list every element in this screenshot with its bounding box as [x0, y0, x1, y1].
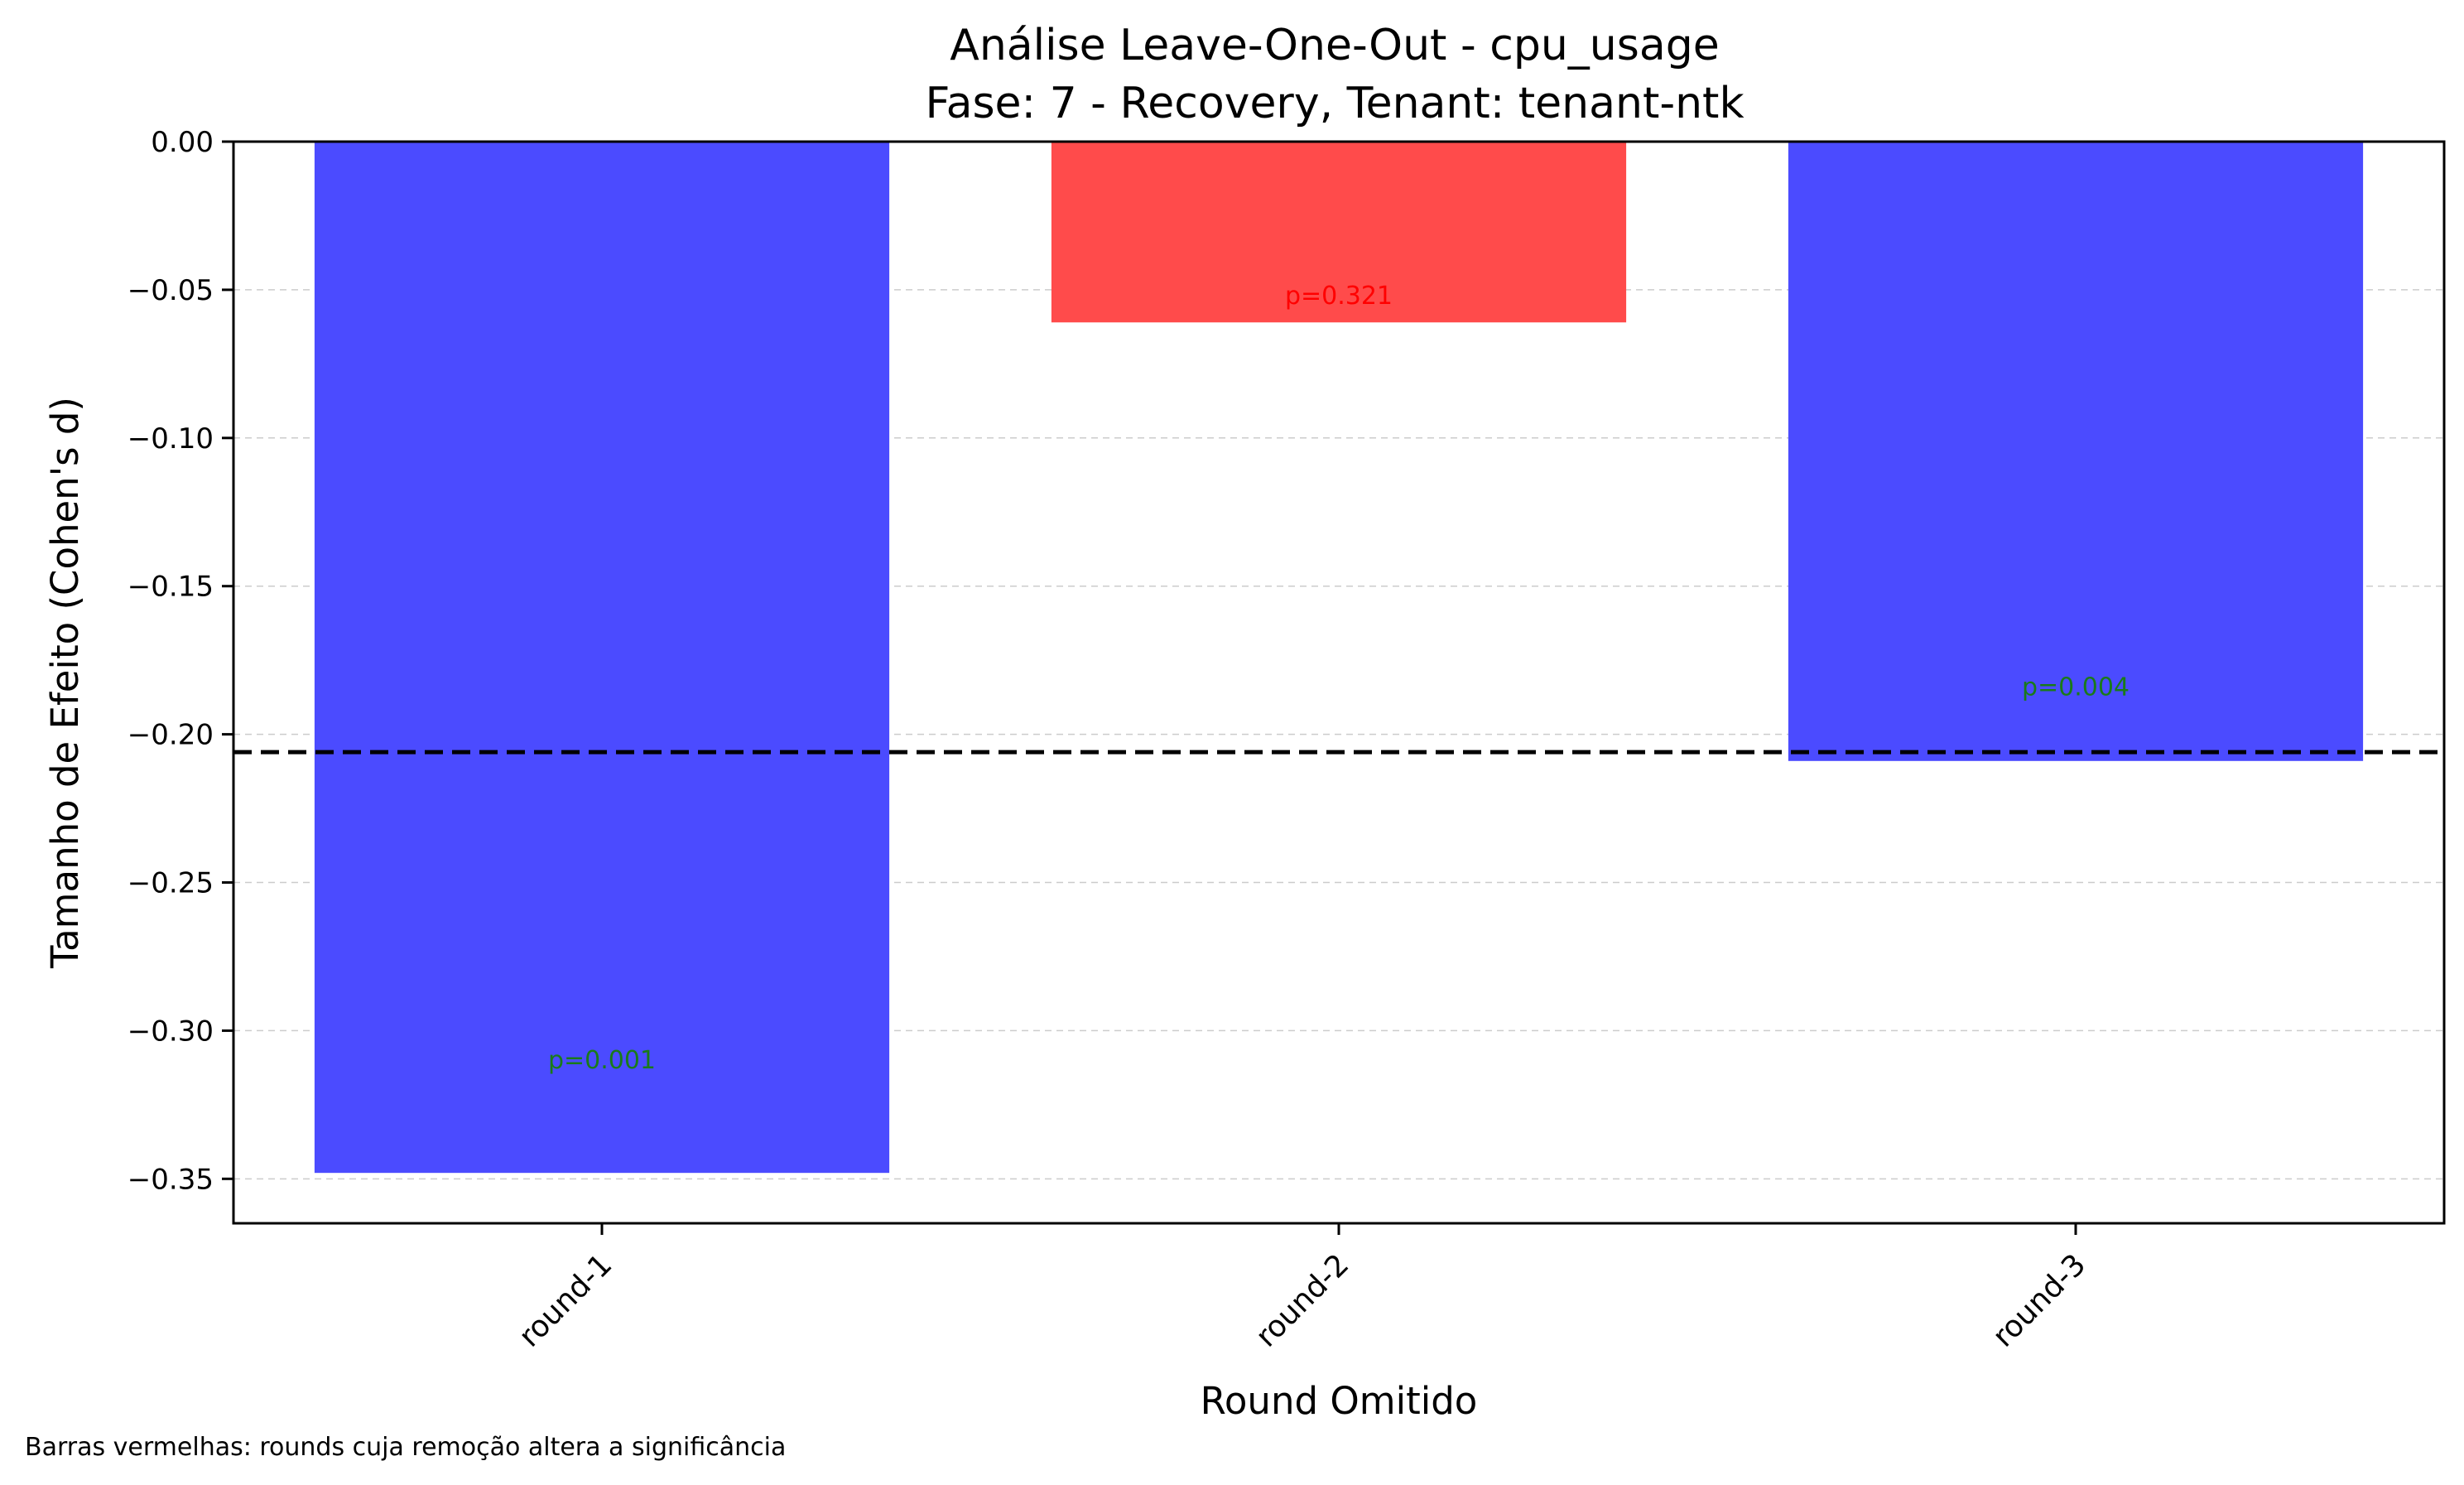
bar-label-round-3: p=0.004 — [2022, 673, 2130, 702]
chart-subtitle: Fase: 7 - Recovery, Tenant: tenant-ntk — [925, 79, 1744, 128]
y-tick-label: −0.35 — [128, 1163, 214, 1196]
bar-round-3 — [1788, 142, 2364, 761]
y-tick-label: −0.20 — [128, 719, 214, 752]
y-tick-label: −0.05 — [128, 274, 214, 307]
bar-label-round-2: p=0.321 — [1285, 282, 1393, 311]
footnote: Barras vermelhas: rounds cuja remoção al… — [25, 1433, 786, 1462]
bar-label-round-1: p=0.001 — [548, 1046, 656, 1075]
bar-round-2 — [1051, 142, 1627, 323]
chart-title: Análise Leave-One-Out - cpu_usage — [950, 21, 1719, 70]
x-axis-label: Round Omitido — [1201, 1379, 1478, 1423]
y-tick-label: −0.30 — [128, 1015, 214, 1048]
y-tick-label: 0.00 — [151, 126, 214, 159]
bar-round-1 — [314, 142, 890, 1174]
y-tick-label: −0.25 — [128, 867, 214, 900]
bar-labels: p=0.001 p=0.321 p=0.004 — [548, 282, 2130, 1075]
y-axis-ticks: 0.00 −0.05 −0.10 −0.15 −0.20 −0.25 −0.30 −0.35 — [128, 126, 233, 1196]
y-tick-label: −0.10 — [128, 422, 214, 456]
y-tick-label: −0.15 — [128, 571, 214, 604]
bars — [314, 142, 2364, 1174]
y-axis-label: Tamanho de Efeito (Cohen's d) — [43, 397, 87, 969]
